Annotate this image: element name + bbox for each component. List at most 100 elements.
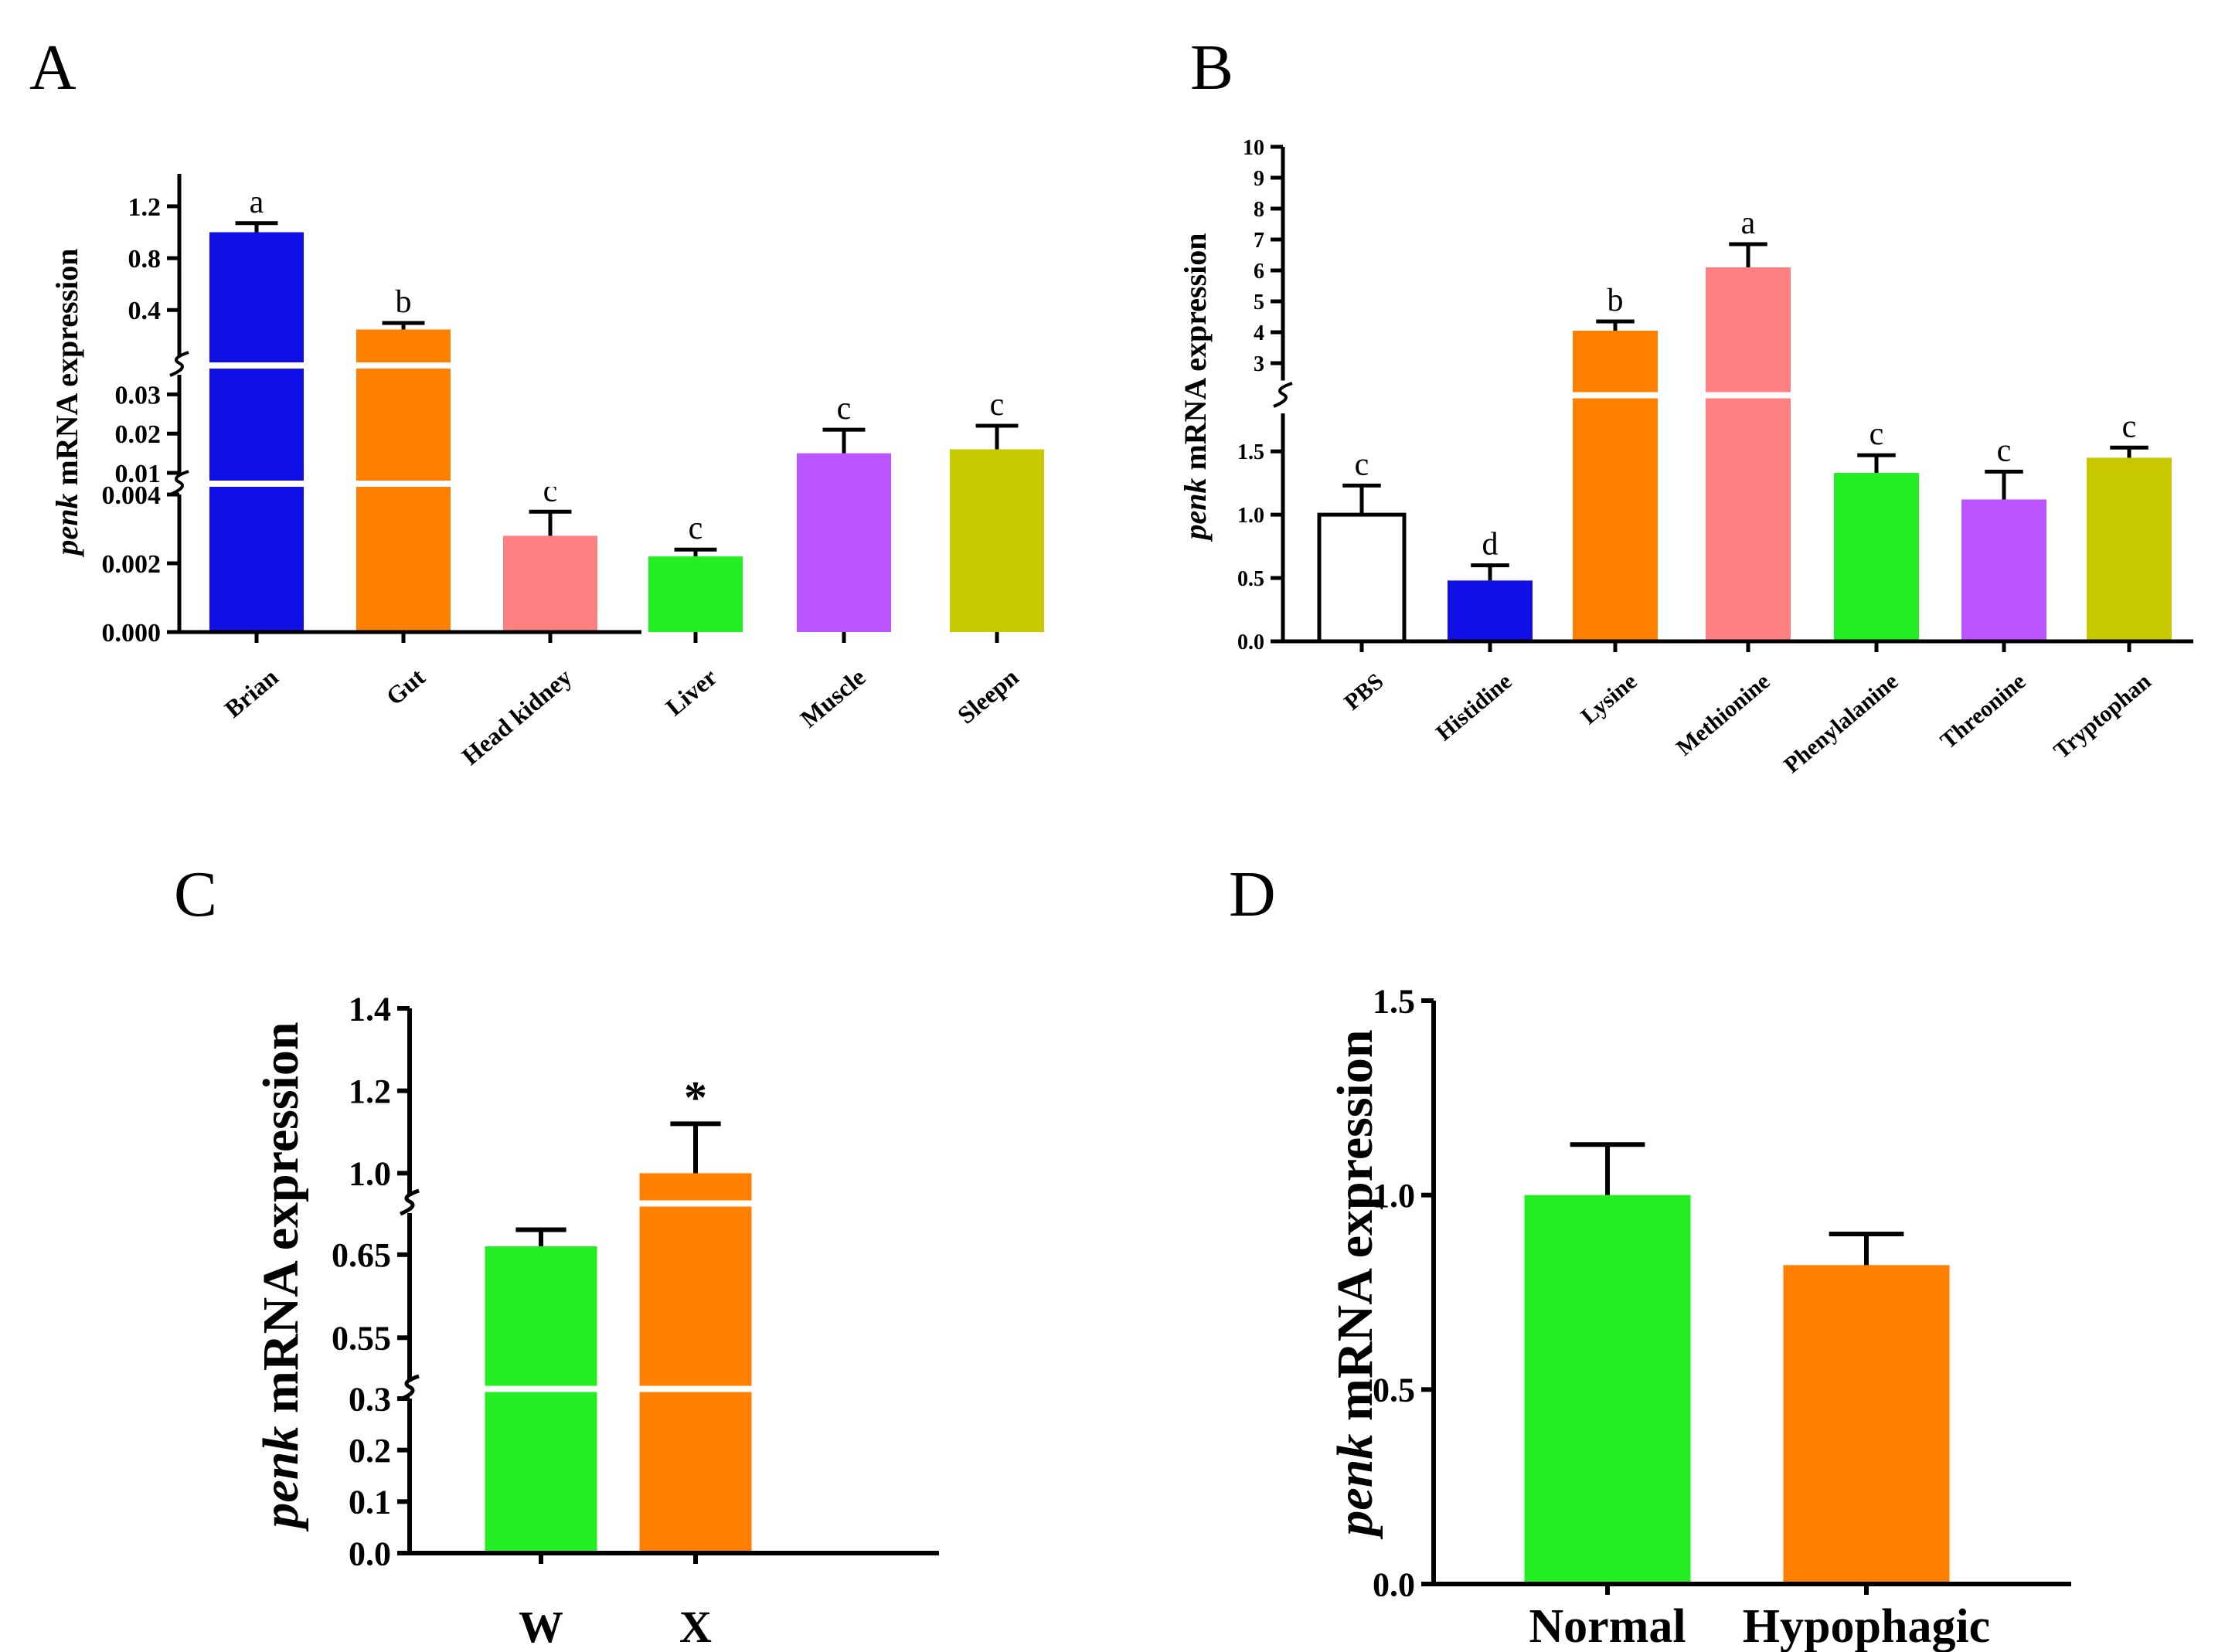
significance-label: c — [2122, 409, 2137, 444]
y-tick-label: 0.65 — [332, 1236, 391, 1274]
y-tick-label: 0.03 — [115, 381, 162, 410]
y-tick-label: 0.02 — [115, 420, 162, 449]
y-axis-label-italic: penk — [1178, 478, 1213, 542]
y-tick-label: 1.4 — [349, 990, 391, 1028]
axis-break-gap — [414, 1200, 939, 1207]
y-tick-label: 1.0 — [1373, 1177, 1415, 1215]
y-tick-label: 1.5 — [1237, 440, 1264, 464]
significance-label: c — [1997, 433, 2012, 468]
bar-methionine — [1706, 267, 1791, 641]
x-category-label: Gut — [380, 663, 430, 711]
y-axis-label-text: mRNA expression — [49, 248, 84, 493]
x-category-label: Brian — [219, 663, 283, 723]
significance-label: b — [1608, 283, 1624, 318]
significance-label: c — [689, 511, 703, 546]
bar-tryptophan — [2087, 457, 2172, 641]
panel-label: A — [29, 32, 77, 104]
x-category-label: W — [519, 1602, 563, 1652]
x-category-label: Liver — [660, 663, 722, 722]
axis-break-mark — [400, 1374, 420, 1402]
significance-label: * — [684, 1072, 707, 1123]
panel-label: D — [1229, 858, 1276, 930]
y-axis-label: penk mRNA expression — [1327, 1029, 1383, 1539]
axis-break-gap — [183, 481, 641, 487]
x-category-label: Phenylalanine — [1779, 668, 1903, 778]
axis-break-mark — [169, 470, 189, 496]
y-tick-label: 3 — [1254, 352, 1264, 376]
bar-w — [485, 1246, 597, 1553]
x-category-label: Lysine — [1576, 668, 1642, 729]
x-category-label: Histidine — [1431, 668, 1517, 746]
y-tick-label: 0.01 — [115, 460, 162, 488]
y-tick-label: 1.2 — [128, 193, 162, 222]
y-tick-label: 0.1 — [349, 1484, 391, 1521]
significance-label: c — [1355, 447, 1369, 482]
y-tick-label: 1.2 — [349, 1072, 391, 1110]
x-category-label: PBS — [1339, 668, 1388, 716]
bar-pbs — [1317, 512, 1407, 644]
panel-label: C — [174, 858, 217, 930]
bar-histidine — [1448, 580, 1533, 641]
y-tick-label: 0.5 — [1373, 1372, 1415, 1409]
y-tick-label: 1.5 — [1373, 982, 1415, 1020]
axis-break-gap — [183, 362, 641, 369]
y-axis-label-italic: penk — [253, 1426, 309, 1532]
bar-phenylalanine — [1834, 473, 1919, 641]
y-axis-label-text: mRNA expression — [1327, 1029, 1383, 1433]
y-axis-label: penk mRNA expression — [1178, 233, 1213, 542]
bar-muscle — [797, 453, 891, 632]
y-tick-label: 0.0 — [1237, 631, 1264, 654]
y-tick-label: 0.0 — [1373, 1565, 1415, 1603]
bar-x — [639, 1173, 752, 1553]
y-axis-label-italic: penk — [1327, 1434, 1383, 1540]
significance-label: b — [396, 284, 412, 320]
y-tick-label: 0.000 — [102, 619, 162, 648]
y-tick-label: 4 — [1254, 321, 1264, 345]
x-category-label: Threonine — [1936, 668, 2031, 754]
bar-normal — [1524, 1195, 1691, 1584]
axis-break-mark — [400, 1188, 420, 1216]
significance-label: c — [990, 387, 1005, 423]
significance-label: a — [250, 185, 264, 220]
y-tick-label: 10 — [1243, 136, 1264, 160]
y-tick-label: 5 — [1254, 291, 1264, 314]
bar-sleepn — [950, 449, 1044, 632]
y-tick-label: 0.004 — [102, 481, 162, 510]
y-tick-label: 0.55 — [332, 1320, 391, 1358]
bar-threonine — [1961, 499, 2046, 641]
bar-hypophagic — [1783, 1265, 1950, 1584]
significance-label: d — [1482, 527, 1499, 563]
panel-d: D 0.0 0.5 1.0 1.5 Normal Hypophagic penk mRNA e… — [1229, 858, 2071, 1652]
x-category-label: Tryptophan — [2049, 668, 2156, 764]
panel-label: B — [1190, 32, 1233, 104]
y-axis-label: penk mRNA expression — [49, 248, 84, 557]
y-tick-label: 6 — [1254, 260, 1264, 284]
y-tick-label: 0.8 — [128, 245, 162, 274]
y-tick-label: 9 — [1254, 167, 1264, 191]
axis-break-mark — [169, 351, 189, 377]
axis-break-gap — [1287, 392, 2193, 399]
y-tick-label: 8 — [1254, 198, 1264, 222]
x-category-label: Muscle — [794, 663, 870, 733]
y-tick-label: 0.2 — [349, 1432, 391, 1470]
y-tick-label: 0.002 — [102, 550, 162, 579]
y-axis-label-text: mRNA expression — [253, 1021, 309, 1426]
significance-label: c — [1869, 416, 1884, 452]
bar-lysine — [1573, 331, 1658, 641]
y-axis-label: penk mRNA expression — [253, 1021, 309, 1531]
bar-head-kidney — [503, 535, 597, 632]
y-tick-label: 7 — [1254, 229, 1264, 253]
y-axis-label-italic: penk — [49, 494, 84, 558]
significance-label: c — [837, 391, 852, 427]
y-tick-label: 0.5 — [1237, 567, 1264, 591]
axis-break-mark — [1273, 382, 1293, 408]
y-axis-label-text: mRNA expression — [1178, 233, 1213, 478]
axis-break-gap — [414, 1385, 939, 1392]
y-tick-label: 0.0 — [349, 1535, 391, 1572]
bar-brian — [209, 232, 304, 632]
x-category-label: Methionine — [1672, 668, 1775, 761]
x-category-label: X — [679, 1602, 712, 1652]
